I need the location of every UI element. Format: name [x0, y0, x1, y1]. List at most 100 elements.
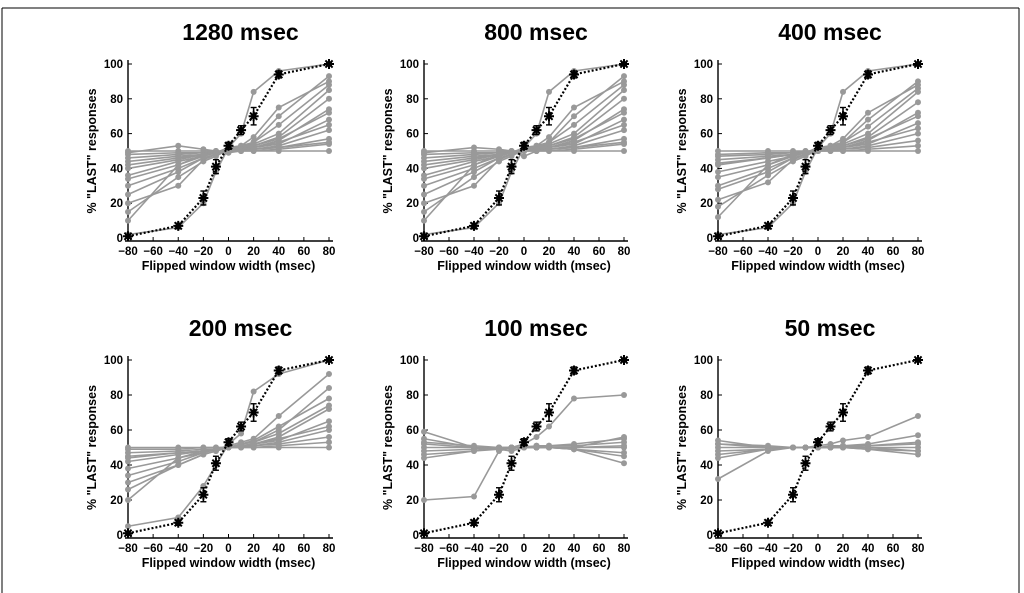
mean-series-line — [717, 62, 919, 238]
x-tick-label: 60 — [887, 246, 900, 258]
individual-point — [125, 217, 131, 224]
x-tick-label: 80 — [912, 543, 925, 555]
mean-point — [419, 231, 429, 242]
individual-point — [865, 148, 871, 154]
individual-point — [865, 109, 871, 116]
mean-point — [324, 59, 334, 69]
mean-point — [788, 192, 798, 203]
individual-point — [326, 423, 332, 430]
mean-point — [913, 355, 923, 365]
mean-series-line — [423, 62, 625, 238]
mean-point — [813, 437, 823, 448]
individual-point — [326, 78, 332, 85]
mean-point — [210, 161, 221, 172]
y-tick-label: 100 — [694, 355, 713, 367]
individual-point — [915, 99, 921, 106]
individual-point — [326, 439, 332, 446]
mean-point — [913, 59, 923, 69]
individual-point — [275, 413, 282, 419]
y-axis-label: % "LAST" responses — [381, 88, 395, 213]
individual-point — [125, 479, 131, 486]
individual-point — [421, 182, 427, 189]
individual-point — [326, 385, 332, 391]
individual-point — [621, 87, 627, 94]
x-tick-label: 80 — [618, 543, 631, 555]
individual-point — [125, 208, 131, 215]
panel-4: 200 msec 0 20 40 60 80 100 −80 −60 −40 −20 0 20 40 60 8… — [85, 315, 335, 570]
y-axis-label: % "LAST" responses — [381, 385, 395, 510]
mean-point — [838, 407, 848, 418]
y-tick-label: 80 — [700, 94, 713, 106]
individual-point — [915, 125, 921, 132]
y-tick-label: 0 — [413, 530, 419, 542]
individual-point — [715, 455, 721, 461]
individual-point — [865, 116, 871, 123]
y-tick-label: 20 — [700, 198, 713, 210]
individual-point — [275, 435, 282, 442]
individual-point — [421, 191, 427, 198]
mean-point — [825, 421, 836, 432]
mean-point — [273, 69, 284, 80]
y-tick-label: 40 — [110, 460, 123, 472]
individual-point — [715, 168, 721, 175]
individual-point — [865, 434, 871, 440]
mean-point — [223, 437, 234, 448]
x-tick-label: 20 — [837, 246, 850, 258]
y-tick-label: 80 — [110, 94, 123, 106]
individual-point — [250, 88, 257, 95]
x-tick-label: 0 — [815, 543, 821, 555]
individual-point — [275, 104, 282, 111]
y-axis-label: % "LAST" responses — [85, 385, 99, 510]
individual-point — [326, 444, 332, 451]
y-tick-label: 80 — [700, 390, 713, 402]
individual-point — [915, 137, 921, 144]
individual-point — [546, 444, 552, 451]
individual-point — [125, 149, 131, 156]
individual-point — [326, 402, 332, 409]
x-tick-label: 0 — [225, 543, 231, 555]
x-tick-label: 60 — [297, 543, 310, 555]
individual-point — [533, 148, 540, 154]
mean-point — [519, 437, 529, 448]
individual-point — [200, 151, 207, 158]
individual-point — [571, 444, 577, 451]
x-tick-label: 40 — [862, 246, 875, 258]
individual-point — [765, 148, 771, 154]
individual-point — [225, 149, 232, 156]
individual-point — [326, 395, 332, 402]
individual-point — [471, 161, 477, 168]
individual-point — [200, 451, 207, 458]
x-tick-label: −20 — [489, 246, 509, 258]
individual-point — [471, 144, 477, 151]
individual-point — [326, 434, 332, 440]
individual-point — [471, 168, 477, 175]
mean-point — [763, 220, 773, 231]
mean-point — [506, 161, 517, 172]
x-axis-label: Flipped window width (msec) — [731, 259, 905, 273]
individual-point — [125, 523, 131, 530]
individual-point — [865, 139, 871, 146]
individual-point — [915, 142, 921, 149]
y-tick-label: 60 — [406, 129, 419, 141]
x-tick-label: 0 — [815, 246, 821, 258]
individual-point — [125, 465, 131, 472]
mean-point — [236, 125, 247, 136]
mean-point — [838, 111, 848, 122]
x-tick-label: −40 — [758, 543, 778, 555]
x-tick-label: −60 — [143, 543, 163, 555]
individual-point — [175, 514, 182, 521]
mean-point — [863, 365, 873, 376]
mean-point — [273, 365, 284, 376]
individual-point — [471, 493, 477, 500]
y-axis-label: % "LAST" responses — [675, 385, 689, 510]
individual-point — [546, 423, 552, 430]
individual-point — [840, 444, 846, 451]
mean-point — [813, 140, 823, 151]
individual-point — [275, 423, 282, 430]
individual-point — [715, 174, 721, 181]
x-tick-label: 20 — [247, 543, 260, 555]
individual-point — [715, 148, 721, 154]
individual-point — [496, 444, 502, 451]
y-tick-label: 60 — [110, 425, 123, 437]
